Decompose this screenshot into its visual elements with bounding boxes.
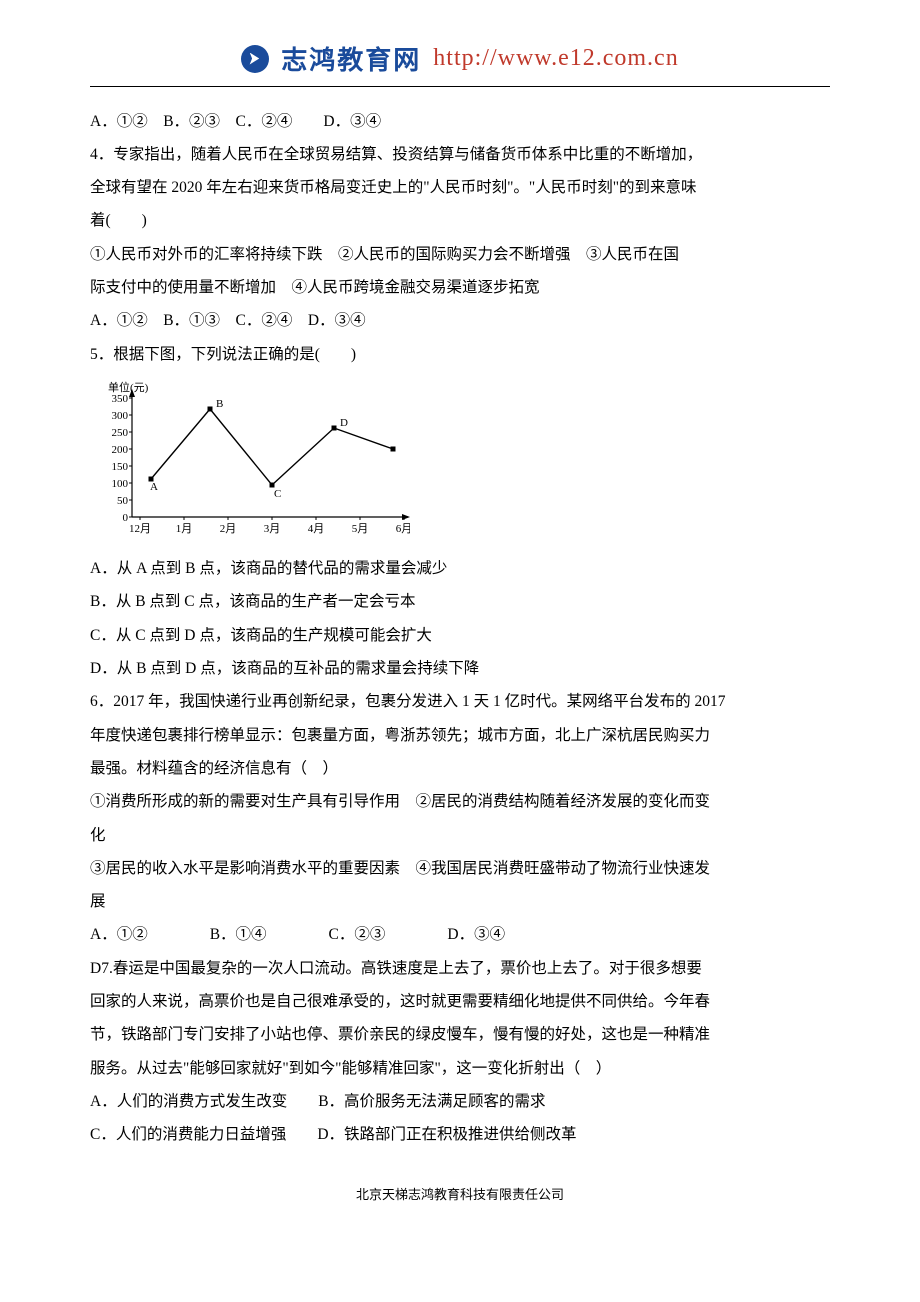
brand-logo-icon — [241, 45, 269, 73]
q5-option-a: A．从 A 点到 B 点，该商品的替代品的需求量会减少 — [90, 552, 830, 585]
svg-text:1月: 1月 — [176, 523, 193, 535]
svg-text:200: 200 — [112, 444, 129, 456]
svg-text:250: 250 — [112, 427, 129, 439]
q6-statements-line3: ③居民的收入水平是影响消费水平的重要因素 ④我国居民消费旺盛带动了物流行业快速发 — [90, 852, 830, 885]
svg-text:350: 350 — [112, 393, 129, 405]
q5-option-c: C．从 C 点到 D 点，该商品的生产规模可能会扩大 — [90, 619, 830, 652]
svg-text:50: 50 — [117, 495, 129, 507]
q4-stem-line1: 4．专家指出，随着人民币在全球贸易结算、投资结算与储备货币体系中比重的不断增加， — [90, 138, 830, 171]
page-header: 志鸿教育网 http://www.e12.com.cn — [90, 40, 830, 78]
q6-options: A．①② B．①④ C．②③ D．③④ — [90, 918, 830, 951]
q7-options-cd: C．人们的消费能力日益增强 D．铁路部门正在积极推进供给侧改革 — [90, 1118, 830, 1151]
q4-statements-line1: ①人民币对外币的汇率将持续下跌 ②人民币的国际购买力会不断增强 ③人民币在国 — [90, 238, 830, 271]
q4-stem-line3: 着( ) — [90, 204, 830, 237]
svg-text:2月: 2月 — [220, 523, 237, 535]
q5-option-d: D．从 B 点到 D 点，该商品的互补品的需求量会持续下降 — [90, 652, 830, 685]
svg-text:0: 0 — [123, 512, 129, 524]
q4-options: A．①② B．①③ C．②④ D．③④ — [90, 304, 830, 337]
brand-name: 志鸿教育网 — [281, 40, 421, 77]
svg-text:C: C — [274, 488, 281, 500]
svg-text:300: 300 — [112, 410, 129, 422]
svg-text:3月: 3月 — [264, 523, 281, 535]
svg-text:B: B — [216, 398, 223, 410]
q5-chart: 单位(元) 0 50 100 150 200 250 300 350 12月 1月 2月 3月 4月 5月 6… — [90, 377, 830, 542]
brand-url: http://www.e12.com.cn — [433, 45, 678, 72]
svg-text:D: D — [340, 417, 348, 429]
svg-text:100: 100 — [112, 478, 129, 490]
q6-stem-line2: 年度快递包裹排行榜单显示：包裹量方面，粤浙苏领先；城市方面，北上广深杭居民购买力 — [90, 719, 830, 752]
svg-text:150: 150 — [112, 461, 129, 473]
header-divider — [90, 86, 830, 87]
q6-statements-line1: ①消费所形成的新的需要对生产具有引导作用 ②居民的消费结构随着经济发展的变化而变 — [90, 785, 830, 818]
svg-text:4月: 4月 — [308, 523, 325, 535]
svg-text:6月: 6月 — [396, 523, 410, 535]
svg-text:A: A — [150, 481, 158, 493]
svg-text:5月: 5月 — [352, 523, 369, 535]
q3-options: A．①② B．②③ C．②④ D．③④ — [90, 105, 830, 138]
q4-statements-line2: 际支付中的使用量不断增加 ④人民币跨境金融交易渠道逐步拓宽 — [90, 271, 830, 304]
q6-statements-line2: 化 — [90, 819, 830, 852]
q7-stem-line4: 服务。从过去"能够回家就好"到如今"能够精准回家"，这一变化折射出（ ） — [90, 1052, 830, 1085]
q5-stem: 5．根据下图，下列说法正确的是( ) — [90, 338, 830, 371]
q5-option-b: B．从 B 点到 C 点，该商品的生产者一定会亏本 — [90, 585, 830, 618]
line-chart-svg: 单位(元) 0 50 100 150 200 250 300 350 12月 1月 2月 3月 4月 5月 6… — [90, 377, 410, 537]
q7-stem-line3: 节，铁路部门专门安排了小站也停、票价亲民的绿皮慢车，慢有慢的好处，这也是一种精准 — [90, 1018, 830, 1051]
q7-options-ab: A．人们的消费方式发生改变 B．高价服务无法满足顾客的需求 — [90, 1085, 830, 1118]
q7-stem-line1: D7.春运是中国最复杂的一次人口流动。高铁速度是上去了，票价也上去了。对于很多想… — [90, 952, 830, 985]
svg-text:12月: 12月 — [129, 523, 151, 535]
page-footer: 北京天梯志鸿教育科技有限责任公司 — [90, 1184, 830, 1203]
q6-statements-line4: 展 — [90, 885, 830, 918]
q6-stem-line3: 最强。材料蕴含的经济信息有（ ） — [90, 752, 830, 785]
svg-text:单位(元): 单位(元) — [108, 380, 149, 394]
document-body: A．①② B．②③ C．②④ D．③④ 4．专家指出，随着人民币在全球贸易结算、… — [90, 105, 830, 1152]
q6-stem-line1: 6．2017 年，我国快递行业再创新纪录，包裹分发进入 1 天 1 亿时代。某网… — [90, 685, 830, 718]
q4-stem-line2: 全球有望在 2020 年左右迎来货币格局变迁史上的"人民币时刻"。"人民币时刻"… — [90, 171, 830, 204]
q7-stem-line2: 回家的人来说，高票价也是自己很难承受的，这时就更需要精细化地提供不同供给。今年春 — [90, 985, 830, 1018]
